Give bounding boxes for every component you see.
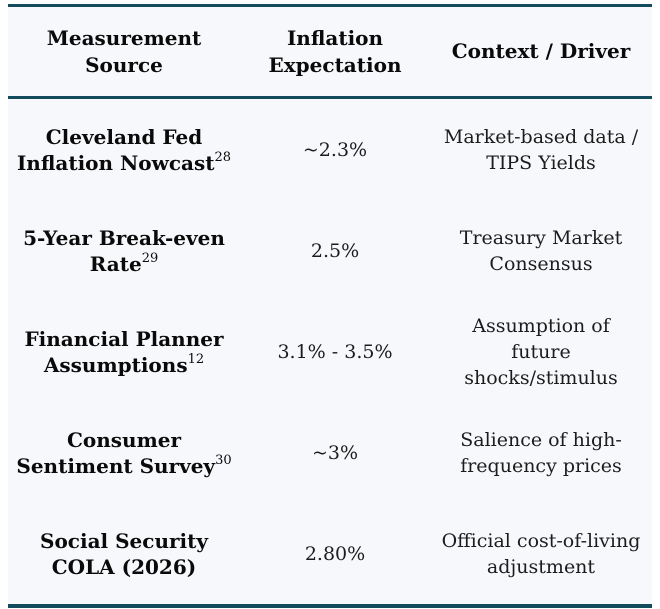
header-line: Inflation [286, 25, 384, 50]
header-line: Source [85, 52, 163, 77]
context-line: frequency prices [460, 454, 622, 477]
context-line: Assumption of [472, 314, 610, 337]
expectation-cell: 2.5% [310, 239, 360, 262]
source-cell: 5-Year Break-even Rate29 [8, 225, 240, 277]
context-cell: Treasury Market Consensus [430, 225, 652, 277]
footnote-superscript: 12 [187, 351, 205, 367]
header-measurement-source: Measurement Source [8, 25, 240, 79]
source-text: COLA (2026) [51, 554, 197, 579]
header-line: Measurement [46, 25, 202, 50]
inflation-expectations-table: Measurement Source Inflation Expectation… [8, 4, 652, 608]
source-line: COLA (2026) [8, 554, 240, 580]
table-body: Cleveland Fed Inflation Nowcast28 ~2.3% … [8, 99, 652, 604]
header-line: Context / Driver [451, 39, 631, 63]
source-cell: Consumer Sentiment Survey30 [8, 427, 240, 479]
expectation-cell: ~3% [311, 441, 359, 464]
source-cell: Social Security COLA (2026) [8, 528, 240, 580]
source-line: Rate29 [8, 251, 240, 277]
source-text: Inflation Nowcast [16, 150, 215, 175]
footnote-superscript: 29 [141, 250, 159, 266]
source-cell: Financial Planner Assumptions12 [8, 326, 240, 378]
context-cell: Assumption of future shocks/stimulus [430, 313, 652, 391]
source-line: Inflation Nowcast28 [8, 150, 240, 176]
expectation-cell: 3.1% - 3.5% [277, 340, 393, 363]
source-line: Sentiment Survey30 [8, 453, 240, 479]
table-row-social-security-cola: Social Security COLA (2026) 2.80% Offici… [8, 503, 652, 604]
context-line: Market-based data / [443, 125, 639, 148]
context-line: future [511, 340, 571, 363]
context-cell: Market-based data / TIPS Yields [430, 124, 652, 176]
header-inflation-expectation: Inflation Expectation [240, 25, 430, 79]
source-line: 5-Year Break-even [23, 225, 225, 250]
context-cell: Salience of high- frequency prices [430, 427, 652, 479]
context-line: shocks/stimulus [464, 366, 618, 389]
source-line: Social Security [40, 528, 208, 553]
header-context-driver: Context / Driver [430, 38, 652, 65]
source-line: Cleveland Fed [45, 124, 203, 149]
footnote-superscript: 30 [215, 452, 232, 468]
footnote-superscript: 28 [214, 149, 232, 165]
expectation-cell: 2.80% [304, 542, 366, 565]
context-line: Treasury Market [459, 226, 623, 249]
context-line: Official cost-of-living [441, 529, 641, 552]
header-row: Measurement Source Inflation Expectation… [8, 7, 652, 99]
expectation-cell: ~2.3% [302, 138, 368, 161]
table-row-consumer-sentiment: Consumer Sentiment Survey30 ~3% Salience… [8, 402, 652, 503]
source-text: Sentiment Survey [16, 453, 216, 478]
context-line: adjustment [486, 555, 596, 578]
source-cell: Cleveland Fed Inflation Nowcast28 [8, 124, 240, 176]
header-line: Expectation [268, 52, 402, 77]
table-row-cleveland-fed: Cleveland Fed Inflation Nowcast28 ~2.3% … [8, 99, 652, 200]
source-line: Financial Planner [24, 326, 224, 351]
context-line: Salience of high- [460, 428, 622, 451]
source-text: Assumptions [43, 352, 188, 377]
source-line: Assumptions12 [8, 352, 240, 378]
table-row-financial-planner: Financial Planner Assumptions12 3.1% - 3… [8, 301, 652, 402]
context-cell: Official cost-of-living adjustment [430, 528, 652, 580]
source-line: Consumer [66, 427, 182, 452]
context-line: Consensus [489, 252, 593, 275]
source-text: Rate [89, 251, 142, 276]
context-line: TIPS Yields [486, 151, 596, 174]
table-row-break-even: 5-Year Break-even Rate29 2.5% Treasury M… [8, 200, 652, 301]
